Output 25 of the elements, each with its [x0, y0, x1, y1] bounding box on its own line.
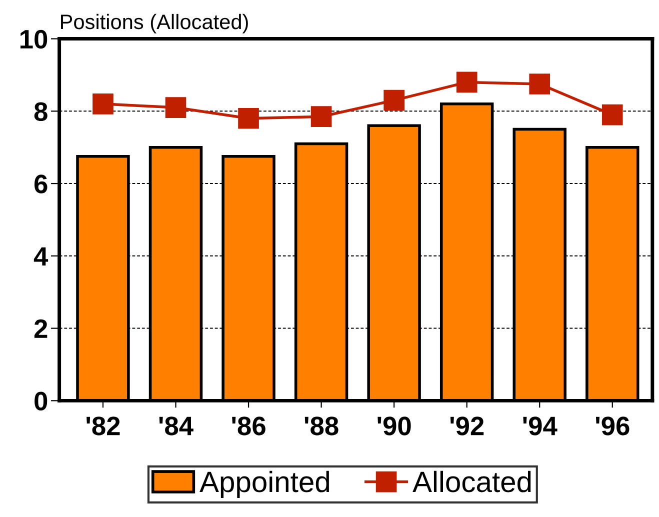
- y-axis-title: Positions (Allocated): [61, 14, 248, 34]
- x-tick-label: '94: [523, 416, 558, 436]
- point: [165, 97, 186, 118]
- point: [238, 108, 259, 129]
- legend-label: Appointed: [200, 470, 329, 498]
- point: [456, 72, 478, 93]
- x-tick-label: '90: [378, 416, 411, 436]
- point: [92, 94, 114, 114]
- x-tick-label: '86: [232, 416, 266, 436]
- y-tick-label: 10: [20, 30, 48, 49]
- x-tick-label: '88: [304, 416, 338, 436]
- y-tick-label: 2: [34, 319, 48, 338]
- point: [384, 90, 404, 111]
- y-tick-label: 0: [34, 392, 48, 410]
- y-tick-label: 6: [34, 174, 48, 194]
- y-tick-label: 8: [34, 102, 48, 121]
- y-tick-label: 4: [34, 247, 48, 266]
- x-tick-label: '92: [450, 416, 484, 436]
- point: [310, 106, 332, 127]
- point: [529, 74, 550, 94]
- point: [602, 104, 623, 126]
- x-tick-label: '96: [596, 416, 630, 436]
- x-tick-label: '84: [159, 416, 194, 436]
- x-tick-label: '82: [86, 416, 120, 436]
- legend-label: Allocated: [412, 470, 531, 492]
